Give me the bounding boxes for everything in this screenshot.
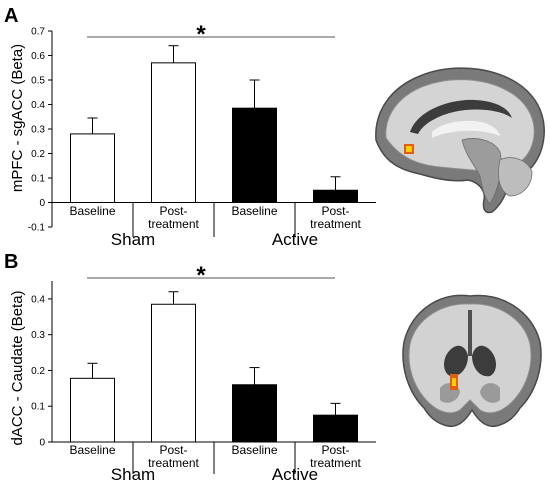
category-label: treatment xyxy=(148,217,199,231)
category-label: Post- xyxy=(321,443,349,457)
bar xyxy=(313,414,358,443)
y-tick-label: 0.2 xyxy=(31,366,45,377)
bar xyxy=(151,62,196,203)
category-label: Baseline xyxy=(231,204,277,218)
y-tick-label: 0.1 xyxy=(31,402,45,413)
category-label: Post- xyxy=(321,204,349,218)
y-tick-label: 0.5 xyxy=(31,76,45,87)
group-label: Sham xyxy=(111,465,155,484)
bar xyxy=(151,303,196,443)
y-tick-label: 0.4 xyxy=(31,100,45,111)
significance-star: * xyxy=(196,21,206,48)
y-tick-label: 0 xyxy=(39,198,45,209)
category-label: Post- xyxy=(159,204,187,218)
y-tick-label: 0.3 xyxy=(31,125,45,136)
y-tick-label: 0.6 xyxy=(31,51,45,62)
y-tick-label: 0.3 xyxy=(31,330,45,341)
brain-coronal-image xyxy=(402,294,542,428)
y-tick-label: 0 xyxy=(39,438,45,449)
y-axis-label: dACC - Caudate (Beta) xyxy=(9,290,26,445)
bar xyxy=(313,189,358,203)
y-tick-label: 0.2 xyxy=(31,149,45,160)
panel-letter-b: B xyxy=(4,251,18,273)
category-label: Baseline xyxy=(231,443,277,457)
category-label: treatment xyxy=(310,217,361,231)
group-label: Active xyxy=(272,230,318,249)
category-label: Baseline xyxy=(69,204,115,218)
category-label: Baseline xyxy=(69,443,115,457)
y-tick-label: 0.7 xyxy=(31,27,45,38)
category-label: treatment xyxy=(310,456,361,470)
significance-star: * xyxy=(196,262,206,289)
category-label: Post- xyxy=(159,443,187,457)
y-tick-label: 0.4 xyxy=(31,294,45,305)
panel-a: A mPFC - sgACC (Beta) -0.1 0 0.1 0.2 0.3 0.4 0… xyxy=(4,5,545,249)
bar xyxy=(232,384,277,443)
y-tick-label: 0.1 xyxy=(31,174,45,185)
brain-sagittal-image xyxy=(375,67,545,214)
group-label: Sham xyxy=(111,230,155,249)
bar xyxy=(232,107,277,203)
bar xyxy=(70,377,115,443)
bar xyxy=(70,133,115,203)
category-label: treatment xyxy=(148,456,199,470)
panel-letter-a: A xyxy=(4,5,18,27)
y-tick-label: -0.1 xyxy=(28,223,46,234)
group-label: Active xyxy=(272,465,318,484)
y-axis-label: mPFC - sgACC (Beta) xyxy=(9,44,26,192)
panel-b: B dACC - Caudate (Beta) 0 0.1 0.2 0.3 0.4 Bas… xyxy=(4,251,542,484)
plot-area: -0.1 0 0.1 0.2 0.3 0.4 0.5 0.6 0.7 Baseline Post-t… xyxy=(28,21,376,249)
plot-area: 0 0.1 0.2 0.3 0.4 Baseline Post-treatment Basel… xyxy=(31,262,376,484)
